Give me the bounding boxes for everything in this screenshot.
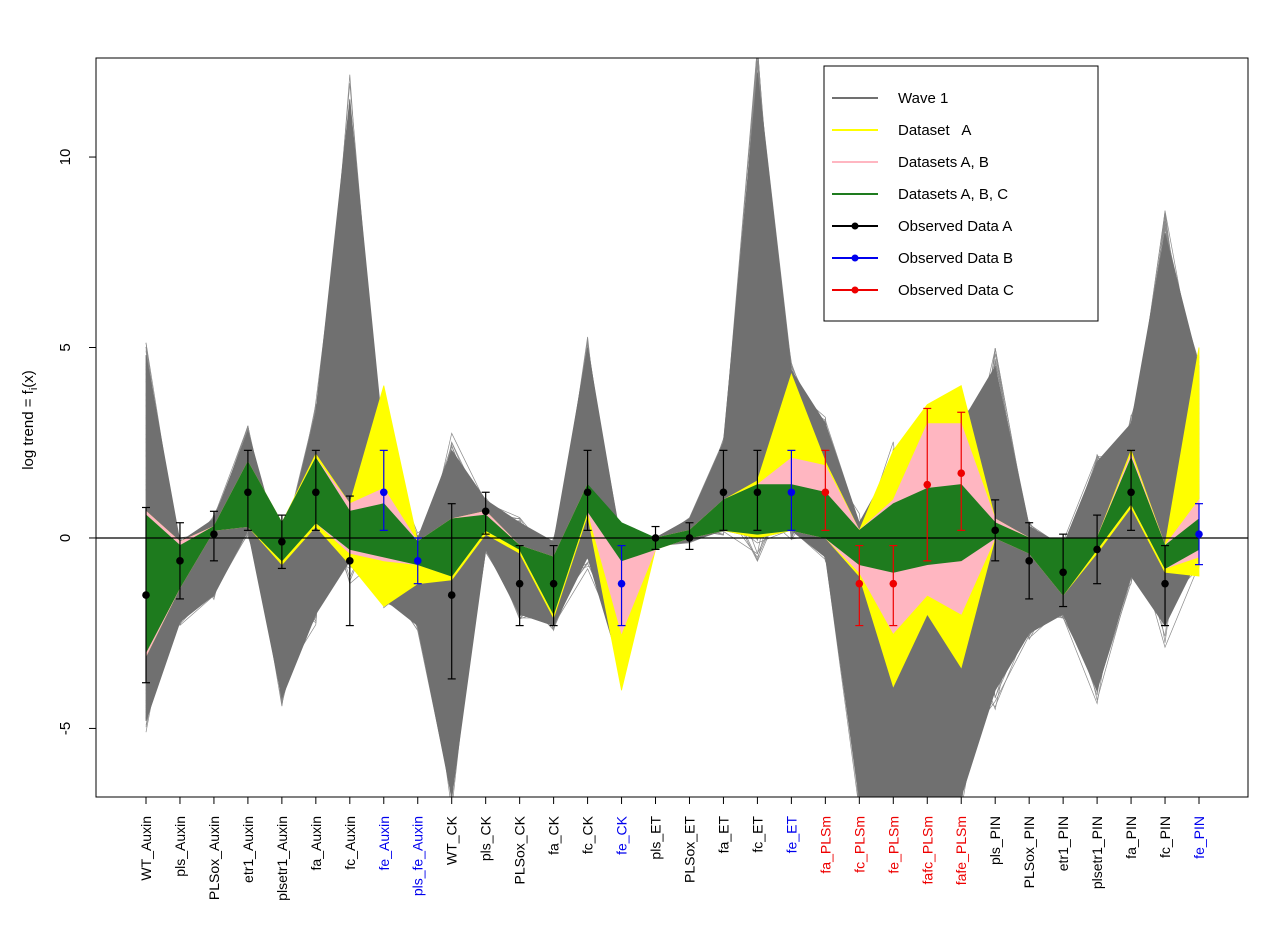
observed-point: [244, 488, 252, 497]
x-tick-label: plsetr1_PIN: [1089, 816, 1105, 889]
legend-label: Observed Data A: [898, 218, 1012, 235]
observed-point: [957, 469, 966, 478]
x-tick-label: fafe_PLSm: [953, 816, 969, 885]
x-tick-label: etr1_Auxin: [240, 816, 256, 883]
legend-marker: [851, 222, 859, 230]
observed-point: [753, 488, 762, 497]
observed-point: [1161, 579, 1169, 588]
x-tick-label: pls_ET: [648, 816, 664, 860]
legend-marker: [851, 286, 859, 294]
x-tick-label: fa_ET: [715, 816, 731, 854]
observed-point: [1093, 545, 1101, 554]
x-tick-label: fa_Auxin: [308, 816, 324, 870]
legend-label: Wave 1: [898, 90, 948, 107]
observed-point: [889, 579, 898, 588]
observed-point: [481, 507, 490, 516]
observed-point: [312, 488, 320, 497]
x-tick-label: fa_PIN: [1123, 816, 1139, 859]
y-tick-label: 0: [57, 534, 74, 542]
legend-label: Observed Data B: [898, 250, 1013, 267]
x-tick-label: fe_CK: [614, 815, 630, 855]
observed-point: [1127, 488, 1135, 497]
observed-point: [923, 480, 932, 489]
legend-label: Dataset A: [898, 122, 971, 139]
legend-label: Datasets A, B, C: [898, 186, 1008, 203]
x-tick-label: pls_Auxin: [172, 816, 188, 877]
x-tick-label: pls_fe_Auxin: [410, 816, 426, 896]
y-axis-label-subscript: i: [28, 388, 40, 390]
x-tick-label: WT_Auxin: [138, 816, 154, 881]
observed-point: [549, 579, 558, 588]
observed-point: [1025, 557, 1033, 565]
observed-point: [515, 579, 524, 588]
observed-point: [1195, 530, 1203, 538]
x-tick-label: PLSox_CK: [512, 815, 528, 884]
plot-frame: [95, 57, 1249, 798]
x-tick-label: fa_CK: [546, 815, 562, 855]
x-tick-label: PLSox_PIN: [1021, 816, 1037, 888]
x-tick-label: fc_PLSm: [851, 816, 867, 873]
y-tick-label: 5: [57, 343, 74, 351]
x-tick-label: fc_ET: [749, 816, 765, 853]
x-tick-label: WT_CK: [444, 815, 460, 865]
observed-point: [617, 579, 626, 588]
x-tick-label: fe_PIN: [1191, 816, 1207, 859]
x-tick-label: fe_ET: [783, 816, 799, 854]
x-tick-label: fa_PLSm: [817, 816, 833, 874]
observed-point: [379, 488, 388, 497]
observed-point: [278, 537, 286, 546]
observed-point: [176, 557, 184, 565]
x-tick-label: etr1_PIN: [1055, 816, 1071, 871]
observed-point: [787, 488, 796, 497]
legend-label: Observed Data C: [898, 282, 1014, 299]
y-axis-label-tail: (x): [20, 370, 37, 388]
observed-point: [142, 591, 150, 599]
observed-point: [651, 534, 660, 542]
observed-point: [719, 488, 728, 497]
band-layer: [145, 73, 1200, 797]
x-tick-label: pls_PIN: [987, 816, 1003, 865]
y-axis-label: log trend = fi(x): [20, 370, 40, 470]
legend-marker: [851, 254, 859, 262]
x-tick-label: plsetr1_Auxin: [274, 816, 290, 901]
x-tick-label: fc_Auxin: [342, 816, 358, 870]
x-tick-label: fafc_PLSm: [919, 816, 935, 884]
observed-point: [413, 557, 422, 565]
observed-point: [346, 557, 354, 565]
observed-point: [1059, 568, 1067, 577]
x-tick-label: pls_CK: [478, 815, 494, 861]
observed-point: [821, 488, 830, 497]
x-tick-label: fc_PIN: [1157, 816, 1173, 858]
y-tick-label: 10: [57, 149, 74, 166]
observed-point: [685, 534, 694, 542]
observed-point: [210, 530, 218, 538]
observed-data-layer: [142, 407, 1203, 684]
x-tick-label: fc_CK: [580, 815, 596, 854]
x-tick-label: PLSox_ET: [681, 816, 697, 883]
legend: Wave 1 Dataset A Datasets A, B Datasets A, …: [823, 65, 1099, 322]
observed-point: [447, 591, 456, 599]
observed-point: [583, 488, 592, 497]
x-tick-label: fe_Auxin: [376, 816, 392, 870]
y-tick-label: -5: [57, 722, 74, 735]
observed-point: [991, 526, 999, 535]
x-tick-label: PLSox_Auxin: [206, 816, 222, 900]
observed-point: [855, 579, 864, 588]
y-axis: 10 5 0 -5: [57, 149, 96, 735]
x-tick-label: fe_PLSm: [885, 816, 901, 874]
y-axis-label-main: log trend = f: [20, 389, 37, 469]
legend-label: Datasets A, B: [898, 154, 989, 171]
x-axis: WT_Auxin pls_Auxin PLSox_Auxin etr1_Auxin pl…: [138, 797, 1207, 901]
